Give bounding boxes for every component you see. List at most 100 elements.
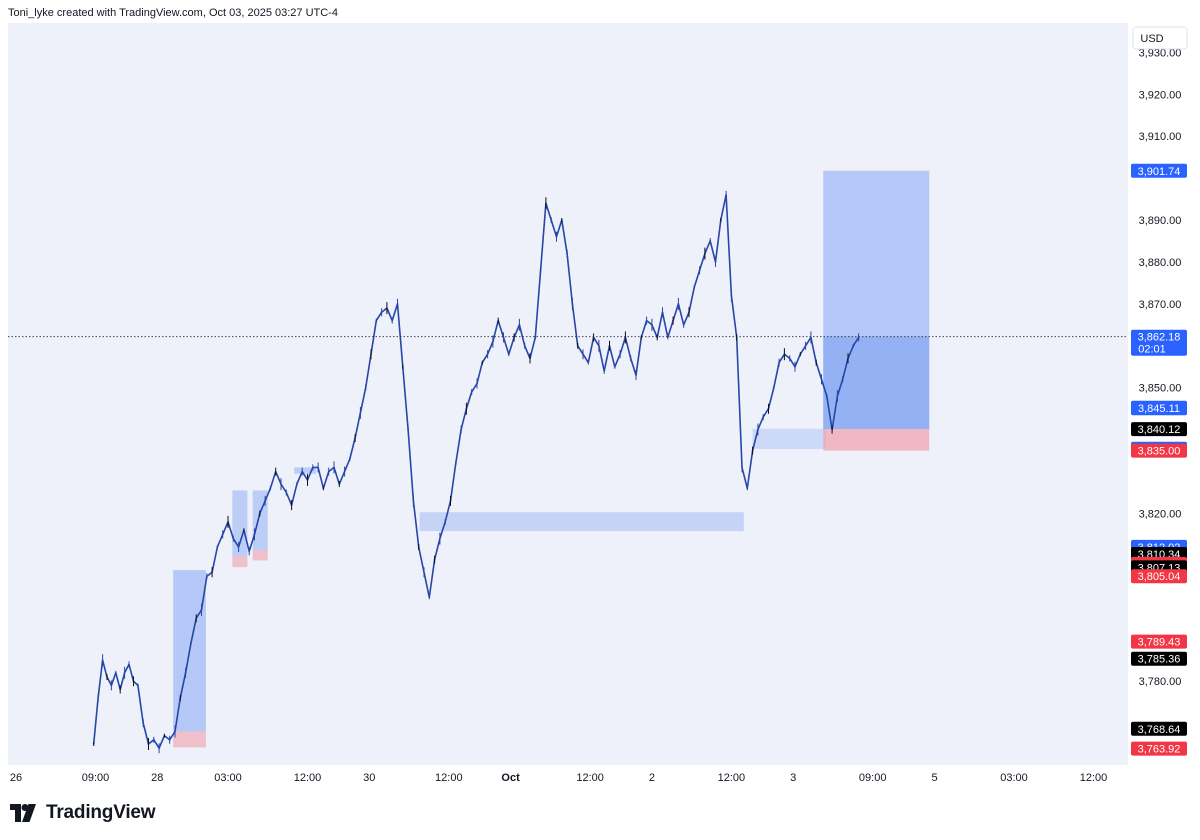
price-segment <box>290 483 298 506</box>
price-segment <box>338 470 346 485</box>
x-tick-label: 03:00 <box>214 772 242 784</box>
price-axis[interactable]: 3,930.00 3,920.00 3,910.00 3,890.00 3,880.00… <box>1139 47 1182 688</box>
price-segment <box>529 336 537 360</box>
price-badge <box>1131 634 1187 649</box>
price-segment <box>820 378 828 397</box>
price-segment <box>725 194 733 297</box>
price-segment <box>640 319 648 339</box>
price-segment <box>168 730 176 741</box>
tradingview-logo-text: TradingView <box>46 802 156 823</box>
y-tick-label: 3,930.00 <box>1139 47 1182 59</box>
price-segment <box>370 319 378 356</box>
tradingview-logo[interactable]: TradingView <box>10 802 156 824</box>
price-segment <box>651 323 659 339</box>
currency-selector[interactable]: USD <box>1132 26 1188 50</box>
price-segment <box>163 734 171 741</box>
price-segment <box>444 500 452 523</box>
price-segment <box>391 303 399 322</box>
price-segment <box>439 521 447 540</box>
x-tick-label: 5 <box>931 772 937 784</box>
price-badge-label: 3,840.12 <box>1138 424 1181 436</box>
zone-rect <box>823 336 930 430</box>
price-segment <box>184 642 192 674</box>
price-segment <box>566 252 574 305</box>
price-segment <box>264 487 272 502</box>
price-segment <box>364 353 372 389</box>
price-segment <box>280 483 288 494</box>
price-segment <box>128 663 135 683</box>
price-segment <box>841 357 849 381</box>
price-badge <box>1131 741 1187 756</box>
x-tick-label: 3 <box>790 772 796 784</box>
price-segment <box>672 303 680 322</box>
price-segment <box>751 428 759 452</box>
time-axis[interactable]: 26 09:00 28 03:00 12:00 30 12:00 Oct 12:00 2 12:00… <box>10 772 1107 784</box>
price-segment <box>714 219 722 263</box>
x-tick-label: 2 <box>649 772 655 784</box>
price-chart[interactable]: 3,930.00 3,920.00 3,910.00 3,890.00 3,880.00… <box>0 0 1200 800</box>
price-segment <box>476 361 484 385</box>
price-segment <box>274 470 282 485</box>
x-tick-label: 12:00 <box>1080 772 1108 784</box>
tradingview-logo-icon <box>10 804 36 822</box>
price-segment <box>815 361 823 381</box>
price-badge <box>1131 651 1187 666</box>
x-tick-label: 26 <box>10 772 22 784</box>
price-segment <box>603 344 611 372</box>
price-segment <box>799 344 807 356</box>
price-segment <box>333 466 341 485</box>
price-badge-label: 3,845.11 <box>1138 403 1180 415</box>
y-tick-label: 3,920.00 <box>1139 89 1182 101</box>
price-segment <box>375 311 383 322</box>
price-segment <box>635 336 643 376</box>
price-segment <box>698 252 706 272</box>
y-tick-label: 3,890.00 <box>1139 215 1182 227</box>
price-segment <box>682 311 690 326</box>
price-segment <box>343 458 351 473</box>
price-segment <box>592 336 600 347</box>
price-badge-countdown: 02:01 <box>1138 344 1166 356</box>
price-segment <box>253 512 261 536</box>
price-segment <box>518 323 526 347</box>
price-segment <box>470 382 478 393</box>
price-segment <box>730 294 738 339</box>
price-segment <box>433 537 441 561</box>
currency-button[interactable] <box>1132 26 1188 50</box>
price-segment <box>119 671 126 691</box>
price-segment <box>810 336 818 364</box>
zone-rect <box>823 429 930 451</box>
zones-layer <box>173 170 930 748</box>
price-segment <box>380 307 388 314</box>
price-segment <box>190 617 197 645</box>
price-segment <box>513 323 521 339</box>
price-segment <box>576 344 584 356</box>
price-segment <box>348 437 356 460</box>
price-segment <box>142 722 150 745</box>
price-segment <box>401 365 409 431</box>
price-segment <box>608 344 616 368</box>
price-segment <box>137 684 144 724</box>
price-segment <box>783 353 791 360</box>
price-segment <box>248 533 256 553</box>
price-segment <box>317 466 325 490</box>
price-segment <box>258 500 266 515</box>
price-segment <box>741 466 749 490</box>
price-segment <box>693 269 701 288</box>
y-tick-label: 3,780.00 <box>1139 676 1182 688</box>
price-segment <box>582 353 590 364</box>
price-segment <box>417 546 425 574</box>
price-segment <box>661 311 669 339</box>
price-segment <box>757 416 765 431</box>
price-segment <box>221 521 229 536</box>
price-segment <box>666 319 674 339</box>
zone-rect <box>232 490 248 557</box>
price-badge-label: 3,835.00 <box>1138 446 1181 458</box>
price-segment <box>767 386 775 410</box>
price-segment <box>629 357 637 376</box>
zone-rect <box>752 428 826 449</box>
price-segment <box>354 412 362 439</box>
y-tick-label: 3,870.00 <box>1139 299 1182 311</box>
price-segment <box>460 407 468 431</box>
x-tick-label: 09:00 <box>859 772 887 784</box>
price-segment <box>550 219 558 238</box>
